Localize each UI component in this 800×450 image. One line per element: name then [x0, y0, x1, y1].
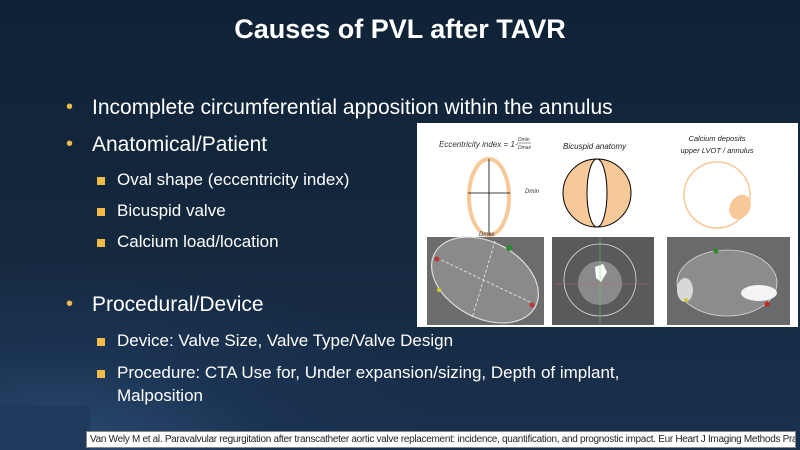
fraction-numerator: Dmin — [518, 137, 530, 143]
bullet-dot: • — [66, 293, 74, 315]
bullet-text: Incomplete circumferential apposition wi… — [92, 96, 613, 119]
ct-image-calcium — [667, 237, 790, 325]
ct-image-oval — [427, 236, 544, 325]
sub-bullet: Calcium load/location — [97, 232, 279, 252]
calcium-label-line1: Calcium deposits — [688, 134, 745, 143]
bullet-square — [97, 177, 105, 185]
slide-title: Causes of PVL after TAVR — [234, 14, 566, 44]
bullet-square — [97, 370, 105, 378]
corner-decoration — [0, 405, 90, 450]
bullet-2: • Anatomical/Patient — [66, 133, 267, 157]
sub-bullet: Procedure: CTA Use for, Under expansion/… — [97, 363, 619, 383]
ct-image-bicuspid — [552, 237, 654, 325]
bullet-text: Anatomical/Patient — [92, 133, 268, 156]
bullet-dot: • — [66, 133, 74, 155]
bullet-square — [97, 338, 105, 346]
calcium-label-line2: upper LVOT / annulus — [681, 146, 754, 155]
bullet-3: • Procedural/Device — [66, 293, 264, 317]
calcium-deposit — [729, 194, 751, 220]
dmax-label: Dmax — [479, 232, 496, 238]
sub-bullet-text: Bicuspid valve — [117, 201, 226, 220]
sub-bullet-text: Calcium load/location — [117, 232, 279, 251]
bicuspid-label: Bicuspid anatomy — [563, 142, 627, 151]
bullet-text: Procedural/Device — [92, 293, 264, 316]
sub-bullet-continuation: Malposition — [117, 386, 203, 406]
sub-bullet-text: Procedure: CTA Use for, Under expansion/… — [117, 363, 620, 382]
pvl-anatomy-figure: Eccentricity index = 1- Dmin Dmax Dmin D… — [417, 123, 798, 327]
eccentricity-label: Eccentricity index = 1- — [439, 140, 518, 149]
dmin-label: Dmin — [525, 189, 540, 195]
citation: Van Wely M et al. Paravalvular regurgita… — [86, 431, 796, 448]
sub-bullet: Device: Valve Size, Valve Type/Valve Des… — [97, 331, 453, 351]
sub-bullet: Oval shape (eccentricity index) — [97, 170, 349, 190]
sub-bullet-text: Malposition — [117, 386, 203, 405]
bullet-square — [97, 239, 105, 247]
sub-bullet-text: Device: Valve Size, Valve Type/Valve Des… — [117, 331, 454, 350]
annulus-circle — [683, 161, 751, 229]
sub-bullet-text: Oval shape (eccentricity index) — [117, 170, 350, 189]
bicuspid-commissure — [586, 158, 608, 228]
bullet-square — [97, 208, 105, 216]
bullet-1: • Incomplete circumferential apposition w… — [66, 96, 613, 120]
fraction-denominator: Dmax — [518, 145, 532, 151]
sub-bullet: Bicuspid valve — [97, 201, 226, 221]
bullet-dot: • — [66, 96, 74, 118]
